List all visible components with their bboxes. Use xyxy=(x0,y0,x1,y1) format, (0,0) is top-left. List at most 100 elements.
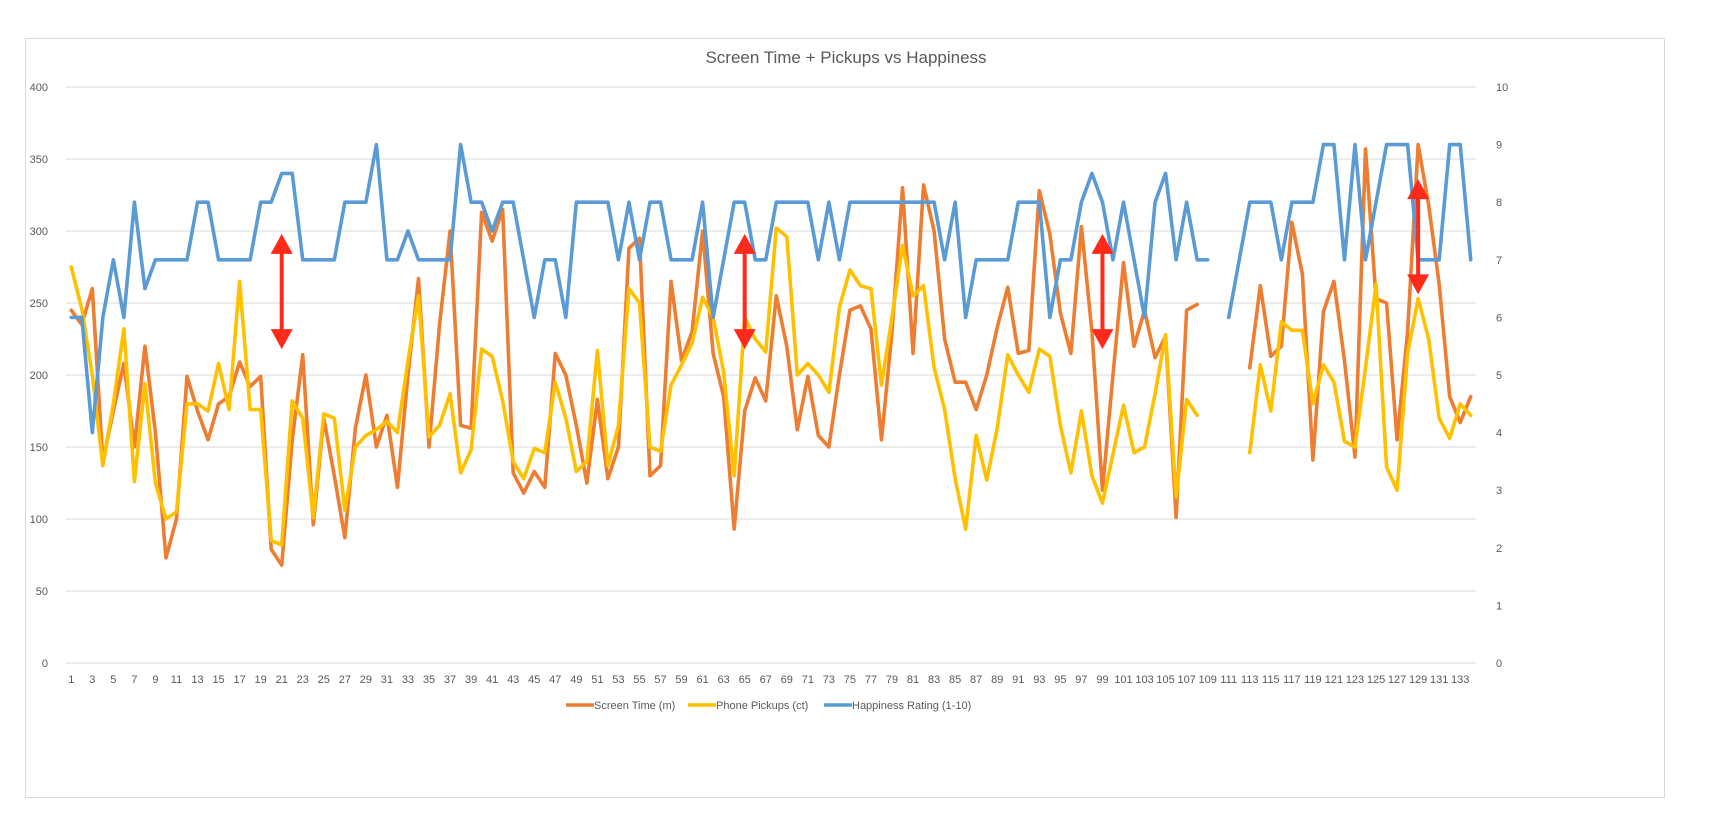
x-tick-label: 29 xyxy=(360,674,372,686)
x-tick-label: 25 xyxy=(318,674,330,686)
x-tick-label: 117 xyxy=(1283,674,1301,686)
x-tick-label: 93 xyxy=(1033,674,1045,686)
x-tick-label: 1 xyxy=(68,674,74,686)
x-tick-label: 57 xyxy=(654,674,666,686)
x-tick-label: 77 xyxy=(865,674,877,686)
x-tick-label: 99 xyxy=(1096,674,1108,686)
legend: Screen Time (m) Phone Pickups (ct) Happine… xyxy=(566,700,971,712)
x-tick-label: 47 xyxy=(549,674,561,686)
x-tick-label: 133 xyxy=(1451,674,1469,686)
red-double-arrow xyxy=(1091,233,1114,350)
right-y-axis: 0 1 2 3 4 5 6 7 8 9 10 xyxy=(1496,82,1508,670)
chart-frame: Screen Time + Pickups vs Happiness 0 50 10… xyxy=(25,38,1665,798)
red-double-arrow xyxy=(270,233,293,350)
x-axis: 1 3 5 7 9 11 13 15 17 19 21 23 25 27 29 31 33 35 37 39 41 43 4… xyxy=(68,674,1469,686)
x-tick-label: 91 xyxy=(1012,674,1024,686)
right-tick-label: 10 xyxy=(1496,82,1508,94)
x-tick-label: 35 xyxy=(423,674,435,686)
left-tick-label: 250 xyxy=(30,298,48,310)
x-tick-label: 129 xyxy=(1409,674,1427,686)
x-tick-label: 45 xyxy=(528,674,540,686)
right-tick-label: 2 xyxy=(1496,543,1502,555)
left-tick-label: 100 xyxy=(30,514,48,526)
x-tick-label: 121 xyxy=(1325,674,1343,686)
series-layer xyxy=(69,142,1473,567)
x-tick-label: 61 xyxy=(696,674,708,686)
x-tick-label: 51 xyxy=(591,674,603,686)
red-double-arrow xyxy=(1407,179,1430,295)
right-tick-label: 1 xyxy=(1496,600,1502,612)
x-tick-label: 95 xyxy=(1054,674,1066,686)
x-tick-label: 113 xyxy=(1241,674,1259,686)
right-tick-label: 8 xyxy=(1496,197,1502,209)
left-tick-label: 400 xyxy=(30,82,48,94)
x-tick-label: 23 xyxy=(297,674,309,686)
x-tick-label: 39 xyxy=(465,674,477,686)
right-tick-label: 5 xyxy=(1496,370,1502,382)
x-tick-label: 105 xyxy=(1156,674,1174,686)
x-tick-label: 19 xyxy=(255,674,267,686)
right-tick-label: 4 xyxy=(1496,428,1502,440)
x-tick-label: 85 xyxy=(949,674,961,686)
x-tick-label: 5 xyxy=(110,674,116,686)
x-tick-label: 33 xyxy=(402,674,414,686)
x-tick-label: 37 xyxy=(444,674,456,686)
x-tick-label: 3 xyxy=(89,674,95,686)
x-tick-label: 127 xyxy=(1388,674,1406,686)
right-tick-label: 6 xyxy=(1496,312,1502,324)
x-tick-label: 53 xyxy=(612,674,624,686)
x-tick-label: 17 xyxy=(233,674,245,686)
x-tick-label: 43 xyxy=(507,674,519,686)
x-tick-label: 89 xyxy=(991,674,1003,686)
legend-label: Screen Time (m) xyxy=(594,700,675,712)
right-tick-label: 3 xyxy=(1496,485,1502,497)
gridlines xyxy=(66,86,1476,664)
left-tick-label: 300 xyxy=(30,226,48,238)
x-tick-label: 83 xyxy=(928,674,940,686)
red-double-arrow xyxy=(733,233,756,350)
x-tick-label: 97 xyxy=(1075,674,1087,686)
right-tick-label: 7 xyxy=(1496,255,1502,267)
x-tick-label: 41 xyxy=(486,674,498,686)
x-tick-label: 21 xyxy=(276,674,288,686)
x-tick-label: 109 xyxy=(1198,674,1216,686)
x-tick-label: 31 xyxy=(381,674,393,686)
x-tick-label: 73 xyxy=(823,674,835,686)
x-tick-label: 9 xyxy=(152,674,158,686)
chart-svg: Screen Time + Pickups vs Happiness 05010… xyxy=(30,48,1509,712)
legend-label: Phone Pickups (ct) xyxy=(716,700,808,712)
x-tick-label: 59 xyxy=(675,674,687,686)
x-tick-label: 49 xyxy=(570,674,582,686)
left-tick-label: 50 xyxy=(36,586,48,598)
left-tick-label: 200 xyxy=(30,370,48,382)
x-tick-label: 71 xyxy=(802,674,814,686)
x-tick-label: 7 xyxy=(131,674,137,686)
legend-label: Happiness Rating (1-10) xyxy=(852,700,971,712)
x-tick-label: 63 xyxy=(718,674,730,686)
x-tick-label: 69 xyxy=(781,674,793,686)
x-tick-label: 123 xyxy=(1346,674,1364,686)
x-tick-label: 55 xyxy=(633,674,645,686)
series-line-2 xyxy=(69,226,1473,547)
chart-title: Screen Time + Pickups vs Happiness xyxy=(705,48,986,67)
x-tick-label: 75 xyxy=(844,674,856,686)
series-line-1 xyxy=(69,142,1473,567)
x-tick-label: 119 xyxy=(1304,674,1322,686)
x-tick-label: 125 xyxy=(1367,674,1385,686)
x-tick-label: 103 xyxy=(1135,674,1153,686)
x-tick-label: 115 xyxy=(1262,674,1280,686)
right-tick-label: 9 xyxy=(1496,140,1502,152)
x-tick-label: 87 xyxy=(970,674,982,686)
left-y-axis: 0 50 100 150 200 250 300 350 400 xyxy=(30,82,48,670)
x-tick-label: 65 xyxy=(739,674,751,686)
x-tick-label: 11 xyxy=(171,674,182,686)
x-tick-label: 67 xyxy=(760,674,772,686)
x-tick-label: 27 xyxy=(339,674,351,686)
x-tick-label: 101 xyxy=(1114,674,1132,686)
right-tick-label: 0 xyxy=(1496,658,1502,670)
left-tick-label: 0 xyxy=(42,658,48,670)
x-tick-label: 13 xyxy=(191,674,203,686)
x-tick-label: 15 xyxy=(212,674,224,686)
x-tick-label: 131 xyxy=(1430,674,1448,686)
x-tick-label: 107 xyxy=(1177,674,1195,686)
